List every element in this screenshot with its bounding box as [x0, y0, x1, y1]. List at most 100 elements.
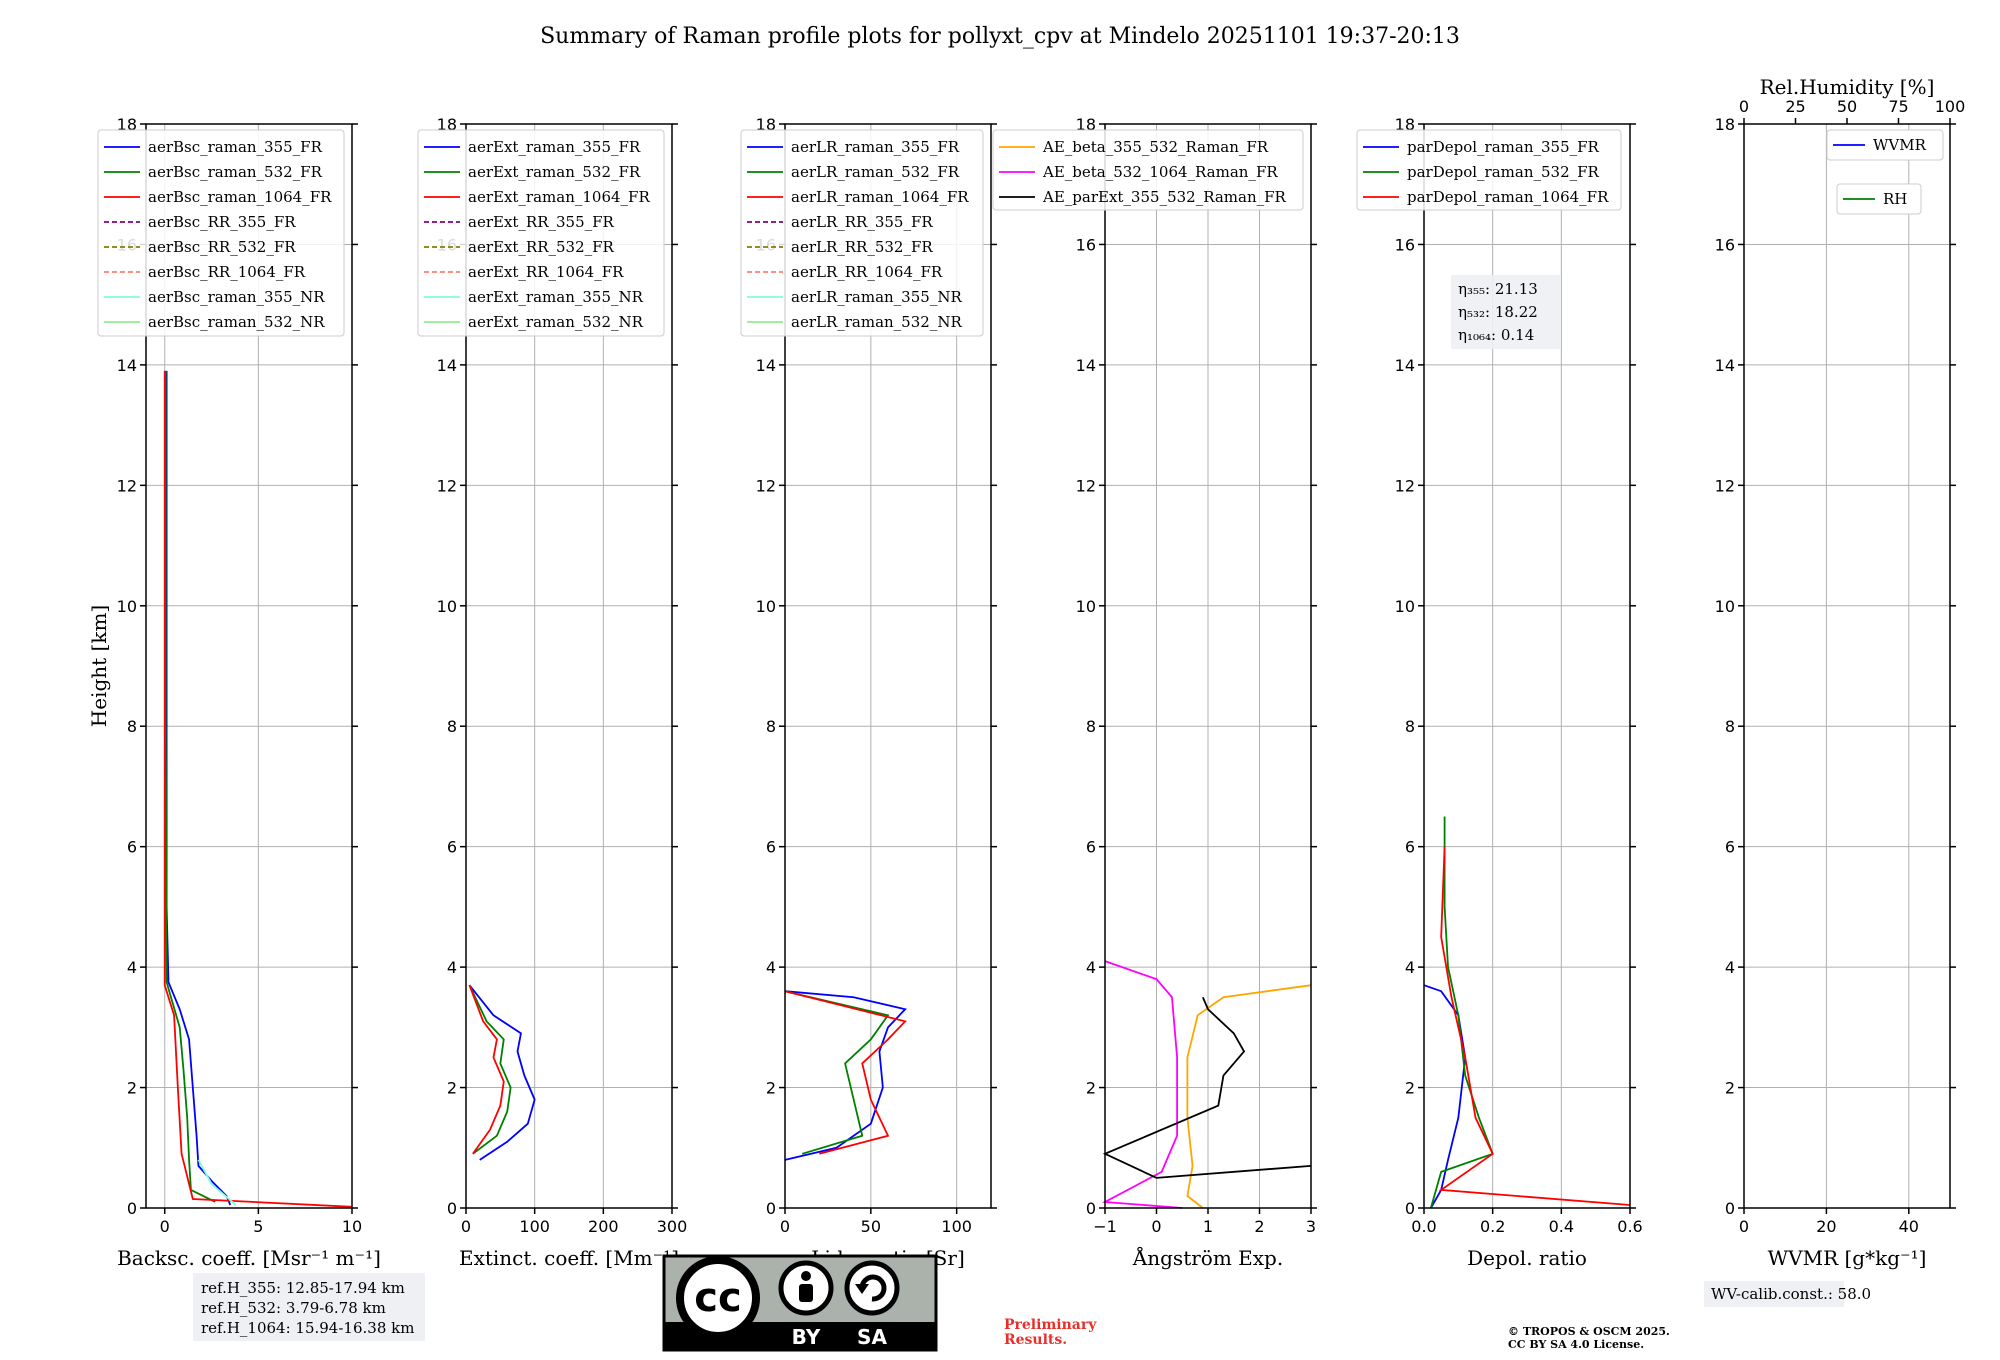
x2-tick-label: 50	[1837, 97, 1857, 116]
x-tick-label: 100	[519, 1217, 550, 1236]
legend-entry: AE_beta_532_1064_Raman_FR	[1042, 163, 1278, 181]
y-tick-label: 12	[1076, 476, 1096, 495]
legend-entry: parDepol_raman_532_FR	[1407, 163, 1600, 181]
legend-entry: aerExt_RR_1064_FR	[468, 263, 624, 281]
y-tick-label: 14	[1395, 356, 1415, 375]
axes-frame	[1423, 123, 1631, 1209]
license-by: BY	[792, 1325, 821, 1349]
y-tick-label: 2	[127, 1079, 137, 1098]
legend-entry: aerBsc_raman_355_FR	[148, 138, 323, 156]
y-tick-label: 0	[447, 1199, 457, 1218]
x-tick-label: 0.4	[1549, 1217, 1574, 1236]
y-tick-label: 14	[437, 356, 457, 375]
y-tick-label: 4	[1725, 958, 1735, 977]
y-tick-label: 6	[1086, 838, 1096, 857]
x-tick-label: 0	[780, 1217, 790, 1236]
legend-entry: aerExt_raman_532_NR	[468, 313, 644, 331]
legend-entry: aerExt_raman_532_FR	[468, 163, 641, 181]
legend-entry: aerBsc_raman_355_NR	[148, 288, 325, 306]
y-tick-label: 2	[766, 1079, 776, 1098]
cc-logo-text: cc	[694, 1275, 741, 1321]
y-tick-label: 10	[1715, 597, 1735, 616]
sa-share-alike-icon	[844, 1260, 900, 1316]
legend-entry: aerLR_RR_532_FR	[791, 238, 933, 256]
wv-calib-box: WV-calib.const.: 58.0	[1704, 1281, 1871, 1307]
y-tick-label: 2	[1725, 1079, 1735, 1098]
series-line-aerExt_raman_355_FR	[468, 984, 536, 1161]
axes-frame	[145, 123, 353, 1209]
x2-tick-label: 100	[1935, 97, 1966, 116]
eta-label: η₅₃₂: 18.22	[1458, 303, 1538, 321]
ref-heights-box: ref.H_355: 12.85-17.94 km ref.H_532: 3.7…	[193, 1273, 425, 1341]
x2-tick-label: 75	[1888, 97, 1908, 116]
legend: aerExt_raman_355_FR aerExt_raman_532_FRae…	[417, 129, 665, 337]
legend-entry: aerLR_RR_1064_FR	[791, 263, 943, 281]
series-line-parDepol_raman_532_FR	[1430, 816, 1494, 1209]
y-tick-label: 2	[447, 1079, 457, 1098]
y-tick-label: 6	[447, 838, 457, 857]
x2-tick-label: 0	[1739, 97, 1749, 116]
legend-entry: aerLR_raman_355_FR	[791, 138, 960, 156]
legend-entry: aerLR_raman_532_FR	[791, 163, 960, 181]
legend: aerLR_raman_355_FR aerLR_raman_532_FR aerL…	[740, 129, 984, 337]
license-sa: SA	[857, 1325, 887, 1349]
legend-entry: parDepol_raman_1064_FR	[1407, 188, 1609, 206]
legend-entry: aerExt_raman_1064_FR	[468, 188, 650, 206]
x-tick-label: 300	[657, 1217, 688, 1236]
legend-entry: aerLR_raman_355_NR	[791, 288, 962, 306]
series-line-AE_beta_532_1064_Raman_FR	[1101, 960, 1183, 1209]
y-tick-label: 4	[766, 958, 776, 977]
eta-annotation-box: η₃₅₅: 21.13 η₅₃₂: 18.22 η₁₀₆₄: 0.14	[1451, 275, 1561, 349]
x-tick-label: 3	[1306, 1217, 1316, 1236]
legend: parDepol_raman_355_FR parDepol_raman_532_…	[1356, 129, 1622, 211]
legend-box	[992, 129, 1304, 211]
x-axis-label: Extinct. coeff. [Mm⁻¹]	[459, 1246, 679, 1270]
legend-entry: aerBsc_raman_1064_FR	[148, 188, 332, 206]
x-tick-label: 5	[253, 1217, 263, 1236]
x-tick-label: 10	[342, 1217, 362, 1236]
legend-entry: aerExt_raman_355_FR	[468, 138, 641, 156]
series-line-aerBsc_raman_355_FR	[165, 370, 232, 1206]
series-line-aerExt_raman_532_FR	[468, 984, 512, 1155]
legend-box	[1826, 129, 1944, 161]
cc-license-logo: cc BY SA	[662, 1254, 938, 1352]
legend-entry: aerLR_RR_355_FR	[791, 213, 933, 231]
series-line-aerBsc_raman_1064_FR	[163, 370, 353, 1208]
legend-entry: aerBsc_raman_532_NR	[148, 313, 325, 331]
y-tick-label: 0	[1405, 1199, 1415, 1218]
y-axis-label: Height [km]	[87, 605, 111, 727]
x-tick-label: 0	[1151, 1217, 1161, 1236]
y-tick-label: 8	[447, 717, 457, 736]
legend-entry: aerBsc_RR_1064_FR	[148, 263, 306, 281]
x2-tick-label: 25	[1785, 97, 1805, 116]
y-tick-label: 16	[1715, 235, 1735, 254]
panel-3: 024681012141618050100Lidar ratio [Sr]aer…	[740, 115, 997, 1270]
y-tick-label: 12	[117, 476, 137, 495]
x-tick-label: 0.2	[1480, 1217, 1505, 1236]
x-tick-label: 0	[160, 1217, 170, 1236]
axes-frame	[1104, 123, 1312, 1209]
series-line-AE_parExt_355_532_Raman_FR	[1102, 996, 1312, 1179]
y-tick-label: 8	[766, 717, 776, 736]
legend-entry: RH	[1883, 190, 1907, 208]
legend-entry: AE_parExt_355_532_Raman_FR	[1042, 188, 1287, 206]
y-tick-label: 18	[1076, 115, 1096, 134]
legend-entry: aerLR_raman_532_NR	[791, 313, 962, 331]
y-tick-label: 4	[127, 958, 137, 977]
panel-1: 0246810121416180510Backsc. coeff. [Msr⁻¹…	[87, 115, 381, 1270]
x-axis-label: Depol. ratio	[1467, 1246, 1587, 1270]
y-tick-label: 12	[756, 476, 776, 495]
legend: AE_beta_355_532_Raman_FR AE_beta_532_1064…	[992, 129, 1304, 211]
y-tick-label: 8	[1725, 717, 1735, 736]
legend-entry: aerExt_RR_355_FR	[468, 213, 615, 231]
series-line-aerLR_raman_1064_FR	[784, 990, 907, 1155]
legend-entry: aerBsc_raman_532_FR	[148, 163, 323, 181]
y-tick-label: 16	[1395, 235, 1415, 254]
x-tick-label: 0.6	[1617, 1217, 1642, 1236]
axes-frame	[784, 123, 992, 1209]
legend: WVMR RH	[1826, 129, 1944, 215]
preliminary-label-2: Results.	[1004, 1332, 1067, 1348]
y-tick-label: 14	[1715, 356, 1735, 375]
y-tick-label: 6	[1725, 838, 1735, 857]
